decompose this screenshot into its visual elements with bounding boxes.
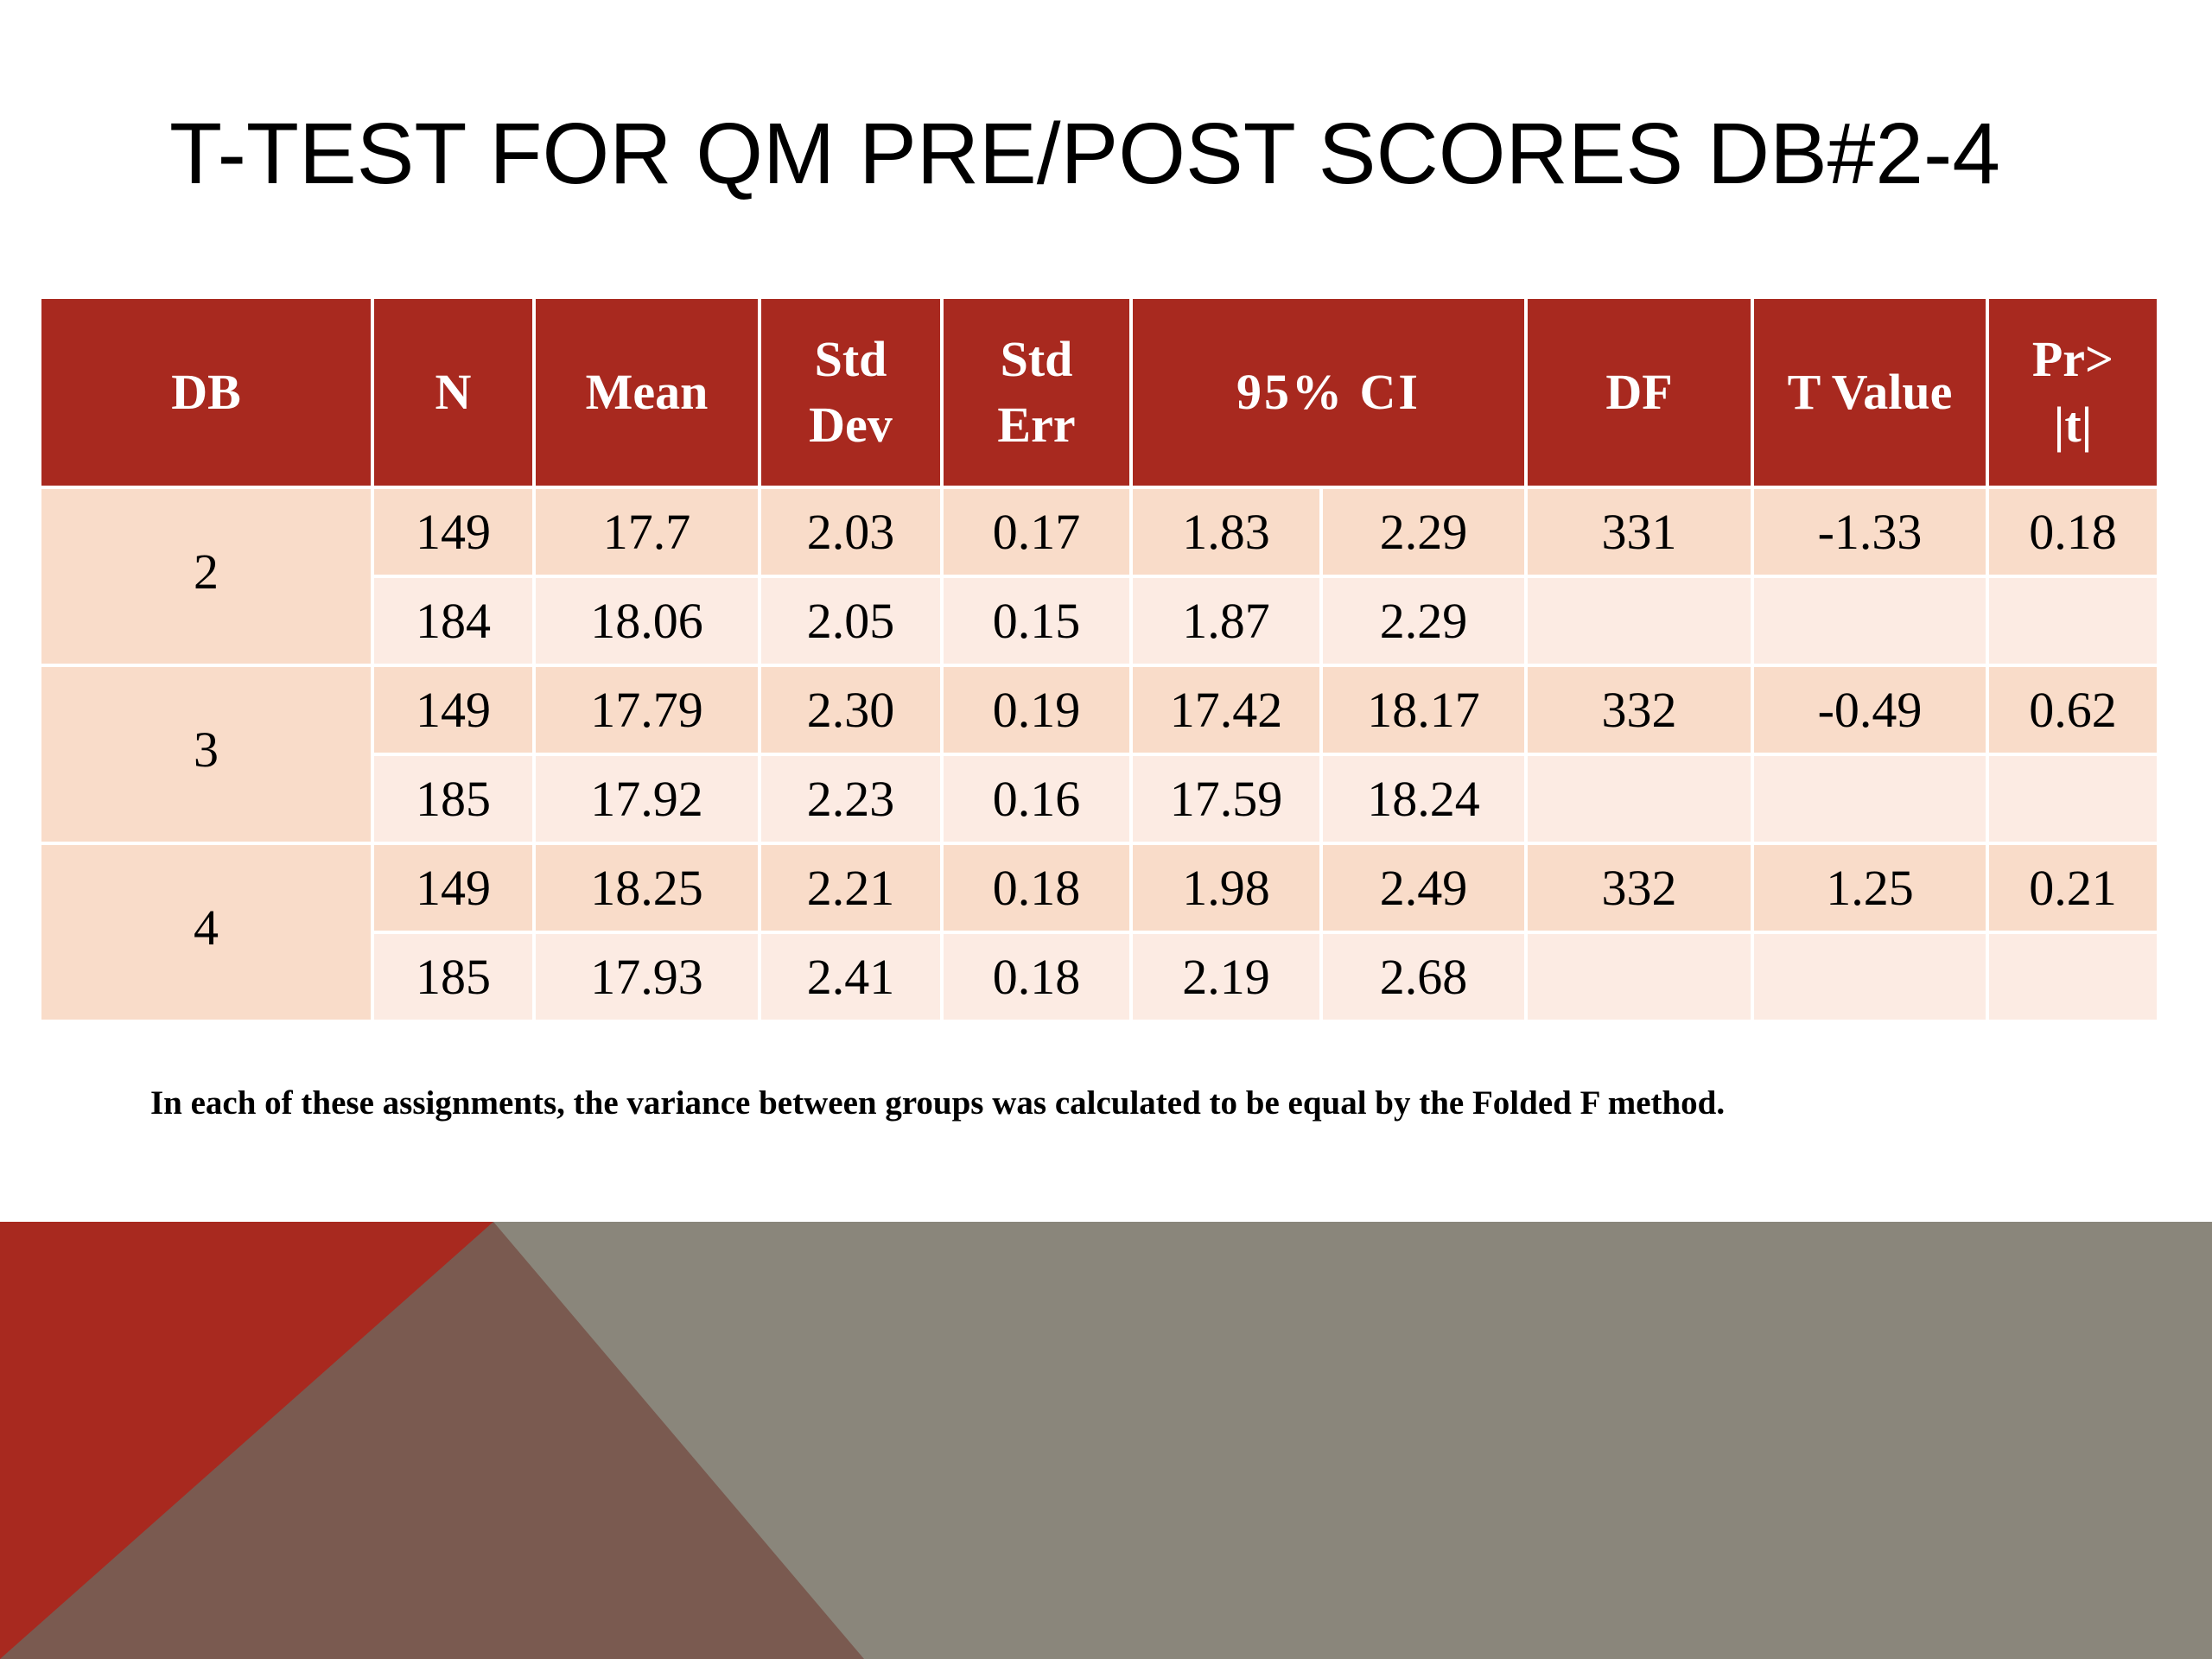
empty-cell	[1754, 934, 1986, 1020]
df-cell: 332	[1528, 845, 1751, 931]
t-value-cell: -0.49	[1754, 667, 1986, 753]
n-cell: 185	[374, 756, 532, 842]
ci-low-cell: 1.87	[1133, 578, 1319, 664]
empty-cell	[1989, 578, 2157, 664]
header-std-err: Std Err	[944, 299, 1129, 486]
n-cell: 184	[374, 578, 532, 664]
db-cell: 3	[41, 667, 371, 842]
t-value-cell: -1.33	[1754, 489, 1986, 575]
table-row: 185 17.93 2.41 0.18 2.19 2.68	[41, 934, 2157, 1020]
header-pr: Pr> |t|	[1989, 299, 2157, 486]
mean-cell: 18.25	[536, 845, 758, 931]
std-err-cell: 0.18	[944, 934, 1129, 1020]
table-row: 184 18.06 2.05 0.15 1.87 2.29	[41, 578, 2157, 664]
ci-low-cell: 1.98	[1133, 845, 1319, 931]
pr-cell: 0.62	[1989, 667, 2157, 753]
header-std-err-line2: Err	[997, 397, 1076, 453]
mean-cell: 17.92	[536, 756, 758, 842]
std-dev-cell: 2.05	[761, 578, 940, 664]
empty-cell	[1989, 934, 2157, 1020]
header-n: N	[374, 299, 532, 486]
empty-cell	[1989, 756, 2157, 842]
header-db: DB	[41, 299, 371, 486]
slide-title: T-TEST FOR QM PRE/POST SCORES DB#2-4	[169, 105, 2000, 202]
footnote: In each of these assignments, the varian…	[150, 1084, 1726, 1122]
empty-cell	[1528, 578, 1751, 664]
ci-low-cell: 17.42	[1133, 667, 1319, 753]
std-dev-cell: 2.21	[761, 845, 940, 931]
ci-high-cell: 2.49	[1323, 845, 1524, 931]
db-cell: 4	[41, 845, 371, 1020]
mean-cell: 17.7	[536, 489, 758, 575]
header-row: DB N Mean Std Dev Std Err 95% CI DF T Valu…	[41, 299, 2157, 486]
df-cell: 332	[1528, 667, 1751, 753]
header-mean: Mean	[536, 299, 758, 486]
std-dev-cell: 2.41	[761, 934, 940, 1020]
header-pr-line2: |t|	[2053, 397, 2093, 453]
table-row: 185 17.92 2.23 0.16 17.59 18.24	[41, 756, 2157, 842]
ttest-table: DB N Mean Std Dev Std Err 95% CI DF T Valu…	[38, 296, 2160, 1023]
empty-cell	[1528, 934, 1751, 1020]
ci-high-cell: 18.24	[1323, 756, 1524, 842]
ci-high-cell: 2.29	[1323, 489, 1524, 575]
std-err-cell: 0.18	[944, 845, 1129, 931]
t-value-cell: 1.25	[1754, 845, 1986, 931]
n-cell: 149	[374, 667, 532, 753]
pr-cell: 0.18	[1989, 489, 2157, 575]
ci-high-cell: 2.68	[1323, 934, 1524, 1020]
table-row: 2 149 17.7 2.03 0.17 1.83 2.29 331 -1.33…	[41, 489, 2157, 664]
header-t-value: T Value	[1754, 299, 1986, 486]
table-row: 3 149 17.79 2.30 0.19 17.42 18.17 332 -0…	[41, 667, 2157, 842]
std-dev-cell: 2.03	[761, 489, 940, 575]
empty-cell	[1754, 756, 1986, 842]
header-df: DF	[1528, 299, 1751, 486]
db-cell: 2	[41, 489, 371, 664]
std-err-cell: 0.16	[944, 756, 1129, 842]
mean-cell: 17.93	[536, 934, 758, 1020]
empty-cell	[1528, 756, 1751, 842]
ci-low-cell: 1.83	[1133, 489, 1319, 575]
header-pr-line1: Pr>	[2031, 331, 2114, 387]
decor-red-triangle	[0, 1222, 493, 1659]
header-ci: 95% CI	[1133, 299, 1524, 486]
decor-brown-triangle	[0, 1222, 864, 1659]
df-cell: 331	[1528, 489, 1751, 575]
ci-high-cell: 2.29	[1323, 578, 1524, 664]
header-std-dev-line2: Dev	[809, 397, 893, 453]
table-row: 4 149 18.25 2.21 0.18 1.98 2.49 332 1.25…	[41, 845, 2157, 1020]
std-err-cell: 0.15	[944, 578, 1129, 664]
ci-low-cell: 17.59	[1133, 756, 1319, 842]
mean-cell: 18.06	[536, 578, 758, 664]
std-err-cell: 0.19	[944, 667, 1129, 753]
n-cell: 185	[374, 934, 532, 1020]
header-std-dev: Std Dev	[761, 299, 940, 486]
std-dev-cell: 2.23	[761, 756, 940, 842]
header-std-err-line1: Std	[1000, 331, 1073, 387]
empty-cell	[1754, 578, 1986, 664]
ci-low-cell: 2.19	[1133, 934, 1319, 1020]
n-cell: 149	[374, 845, 532, 931]
n-cell: 149	[374, 489, 532, 575]
std-dev-cell: 2.30	[761, 667, 940, 753]
mean-cell: 17.79	[536, 667, 758, 753]
ci-high-cell: 18.17	[1323, 667, 1524, 753]
decorative-footer-shapes	[0, 1222, 2212, 1659]
std-err-cell: 0.17	[944, 489, 1129, 575]
header-std-dev-line1: Std	[814, 331, 887, 387]
pr-cell: 0.21	[1989, 845, 2157, 931]
